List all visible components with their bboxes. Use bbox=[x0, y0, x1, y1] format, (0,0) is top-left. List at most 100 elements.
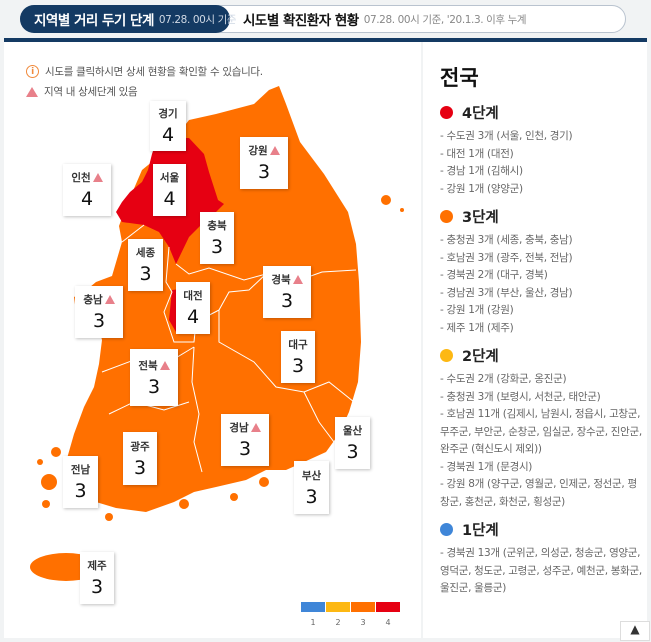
level-item: - 호남권 3개 (광주, 전북, 전남) bbox=[440, 251, 573, 264]
warning-icon bbox=[92, 173, 103, 182]
tab-title: 지역별 거리 두기 단계 bbox=[34, 13, 154, 29]
region-name-text: 대전 bbox=[183, 290, 203, 302]
level-item: - 강원 1개 (양양군) bbox=[440, 182, 523, 195]
level-dot-icon bbox=[440, 210, 453, 223]
region-card[interactable]: 서울 4 bbox=[153, 164, 186, 216]
level-item: - 충청권 3개 (세종, 충북, 충남) bbox=[440, 234, 573, 246]
region-name-text: 충북 bbox=[207, 220, 227, 232]
region-name-text: 강원 bbox=[248, 145, 268, 157]
level-item: - 경남 1개 (김해시) bbox=[440, 165, 523, 177]
region-card[interactable]: 경기 4 bbox=[150, 101, 186, 151]
region-name-text: 전남 bbox=[70, 464, 91, 476]
scroll-top-button[interactable]: ▲ bbox=[620, 621, 650, 641]
region-card[interactable]: 세종 3 bbox=[128, 239, 163, 291]
region-card[interactable]: 충남 3 bbox=[75, 286, 123, 338]
level-group: 2단계 - 수도권 2개 (강화군, 옹진군) - 충청권 3개 (보령시, 서천군… bbox=[440, 345, 645, 511]
region-name-text: 인천 bbox=[71, 172, 91, 184]
region-name-text: 부산 bbox=[301, 469, 322, 482]
level-item: - 강원 1개 (강원) bbox=[440, 304, 514, 316]
region-name: 경북 bbox=[271, 272, 303, 287]
region-level: 3 bbox=[147, 375, 161, 398]
tab-subtitle: 07.28. 00시 기준 bbox=[158, 13, 237, 26]
region-level: 3 bbox=[210, 236, 224, 258]
legend-swatch bbox=[351, 602, 375, 612]
region-name-text: 경남 bbox=[229, 422, 249, 434]
level-heading: 2단계 bbox=[440, 345, 645, 366]
warning-icon bbox=[250, 423, 261, 432]
region-card[interactable]: 충북 3 bbox=[200, 212, 234, 264]
warning-icon bbox=[269, 146, 280, 155]
region-name: 서울 bbox=[160, 170, 179, 185]
region-name: 전남 bbox=[71, 462, 90, 477]
warning-icon bbox=[159, 360, 170, 370]
warning-icon bbox=[292, 275, 303, 284]
region-name: 인천 bbox=[71, 170, 103, 185]
region-level: 3 bbox=[133, 456, 147, 479]
tab-subtitle: 07.28. 00시 기준, '20.1.3. 이후 누계 bbox=[363, 13, 527, 26]
region-name-text: 전북 bbox=[138, 359, 158, 372]
legend-swatch bbox=[376, 602, 400, 612]
region-card[interactable]: 대전 4 bbox=[176, 282, 210, 334]
level-label: 3단계 bbox=[462, 210, 499, 226]
legend-item: 3 bbox=[351, 602, 375, 627]
region-name-text: 제주 bbox=[87, 560, 107, 572]
region-name-text: 울산 bbox=[342, 425, 363, 437]
region-name: 광주 bbox=[130, 439, 149, 454]
region-card[interactable]: 울산 3 bbox=[335, 417, 370, 469]
level-group: 1단계 - 경북권 13개 (군위군, 의성군, 청송군, 영양군, 영덕군, 청… bbox=[440, 519, 645, 598]
level-item: - 대전 1개 (대전) bbox=[440, 147, 514, 160]
region-level: 3 bbox=[74, 480, 87, 502]
legend-label: 4 bbox=[385, 618, 391, 627]
region-name: 대구 bbox=[288, 337, 307, 352]
region-level: 3 bbox=[92, 310, 106, 332]
region-name: 울산 bbox=[343, 423, 362, 438]
level-group: 4단계 - 수도권 3개 (서울, 인천, 경기) - 대전 1개 (대전) - 경남… bbox=[440, 102, 645, 198]
region-card[interactable]: 경남 3 bbox=[221, 414, 269, 466]
warning-hint: 지역 내 상세단계 있음 bbox=[26, 84, 138, 99]
region-name: 충북 bbox=[207, 218, 226, 233]
region-name-text: 충남 bbox=[83, 294, 103, 306]
region-name-text: 경북 bbox=[271, 274, 291, 286]
region-card[interactable]: 강원 3 bbox=[240, 137, 288, 189]
tab-distancing-level[interactable]: 지역별 거리 두기 단계 07.28. 00시 기준 bbox=[20, 5, 237, 33]
level-label: 4단계 bbox=[462, 106, 499, 122]
region-card[interactable]: 경북 3 bbox=[263, 266, 311, 318]
level-item: - 경북권 1개 (문경시) bbox=[440, 460, 533, 473]
region-name-text: 세종 bbox=[135, 247, 156, 259]
region-card[interactable]: 전남 3 bbox=[63, 456, 98, 508]
region-name-text: 경기 bbox=[158, 108, 178, 120]
level-item: - 경북권 2개 (대구, 경북) bbox=[440, 269, 548, 281]
level-group: 3단계 - 충청권 3개 (세종, 충북, 충남) - 호남권 3개 (광주, 전북… bbox=[440, 206, 645, 337]
legend-label: 1 bbox=[310, 618, 316, 627]
region-name: 대전 bbox=[183, 288, 202, 303]
region-level: 3 bbox=[139, 263, 152, 285]
warning-icon bbox=[26, 86, 38, 97]
region-level: 3 bbox=[291, 355, 305, 377]
region-level: 3 bbox=[280, 290, 294, 312]
level-item: - 수도권 2개 (강화군, 옹진군) bbox=[440, 373, 567, 385]
tab-title: 시도별 확진환자 현황 bbox=[243, 13, 359, 29]
region-level: 4 bbox=[163, 188, 176, 210]
tab-confirmed-cases[interactable]: 시도별 확진환자 현황 07.28. 00시 기준, '20.1.3. 이후 누… bbox=[239, 5, 527, 33]
region-level: 4 bbox=[186, 306, 200, 328]
click-hint: i 시도를 클릭하시면 상세 현황을 확인할 수 있습니다. bbox=[26, 64, 263, 79]
level-dot-icon bbox=[440, 106, 453, 119]
info-icon: i bbox=[26, 65, 39, 78]
region-card[interactable]: 전북 3 bbox=[130, 349, 178, 406]
region-card[interactable]: 인천 4 bbox=[63, 164, 111, 216]
level-item: - 충청권 3개 (보령시, 서천군, 태안군) bbox=[440, 390, 601, 403]
region-level: 3 bbox=[238, 438, 252, 460]
region-card[interactable]: 부산 3 bbox=[294, 461, 329, 514]
region-name: 제주 bbox=[87, 558, 106, 573]
warning-icon bbox=[104, 295, 115, 304]
region-card[interactable]: 제주 3 bbox=[80, 552, 114, 604]
legend-label: 3 bbox=[360, 618, 366, 627]
level-heading: 4단계 bbox=[440, 102, 645, 123]
region-card[interactable]: 대구 3 bbox=[281, 331, 315, 383]
region-card[interactable]: 광주 3 bbox=[123, 432, 157, 485]
legend-label: 2 bbox=[335, 618, 341, 627]
level-item: - 제주 1개 (제주) bbox=[440, 321, 514, 334]
level-heading: 1단계 bbox=[440, 519, 645, 540]
region-level: 3 bbox=[346, 441, 359, 463]
level-item: - 강원 8개 (양구군, 영월군, 인제군, 정선군, 평창군, 홍천군, 화… bbox=[440, 478, 637, 508]
